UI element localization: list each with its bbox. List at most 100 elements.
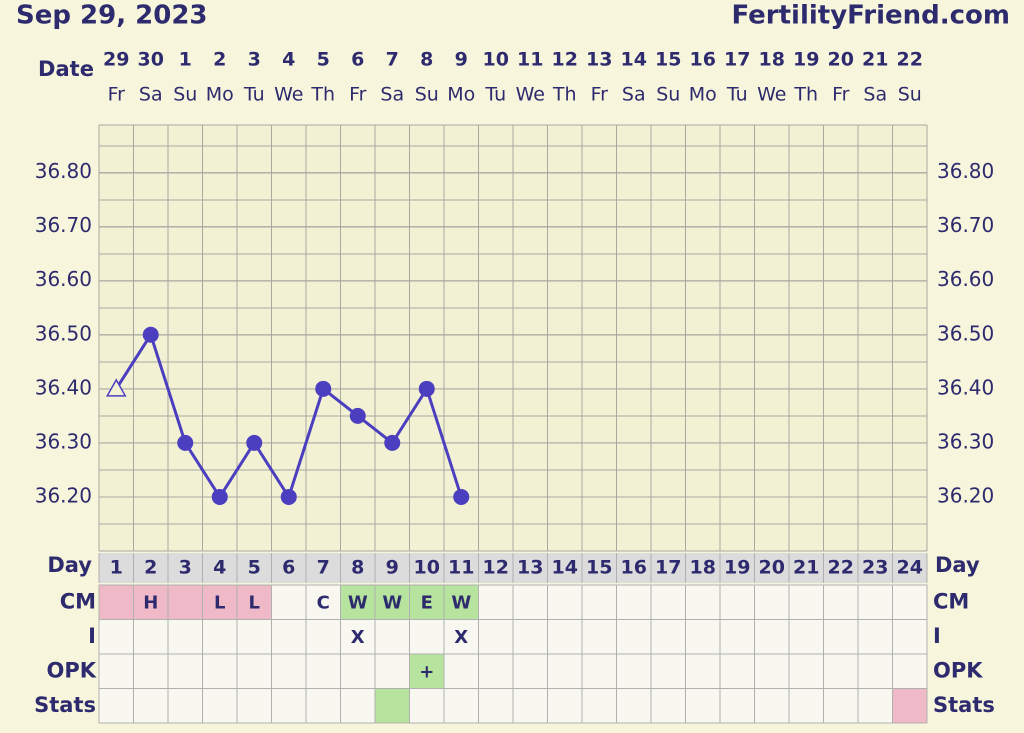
- table-cell: [685, 619, 721, 655]
- day-number: 9: [386, 557, 399, 579]
- table-cell: [167, 653, 203, 689]
- cell-text: X: [454, 627, 468, 648]
- table-cell: [892, 688, 928, 724]
- table-cell: [340, 619, 376, 655]
- table-cell: [788, 688, 824, 724]
- weekday-label: We: [516, 84, 545, 106]
- table-cell: [857, 619, 893, 655]
- day-number: 22: [828, 557, 854, 579]
- weekday-label: Fr: [108, 84, 126, 106]
- table-cell: [857, 584, 893, 620]
- weekday-label: Mo: [206, 84, 234, 106]
- table-cell: [685, 653, 721, 689]
- y-tick-label: 36.60: [35, 267, 92, 291]
- table-cell: [616, 653, 652, 689]
- table-cell: [236, 584, 272, 620]
- weekday-label: Sa: [622, 84, 646, 106]
- table-cell: [581, 688, 617, 724]
- table-cell: [340, 584, 376, 620]
- table-cell: [581, 653, 617, 689]
- table-cell: [512, 653, 548, 689]
- table-cell: [236, 653, 272, 689]
- weekday-label: Mo: [689, 84, 717, 106]
- date-label: 29: [103, 49, 129, 71]
- y2-tick-label: 36.50: [937, 321, 994, 345]
- chart-date: Sep 29, 2023: [16, 1, 208, 31]
- day-number: 6: [282, 557, 295, 579]
- date-label: 20: [828, 49, 854, 71]
- table-cell: [512, 688, 548, 724]
- table-cell: [271, 688, 307, 724]
- day-number: 24: [897, 557, 923, 579]
- date-label: 9: [455, 49, 468, 71]
- date-label: 2: [213, 49, 226, 71]
- table-cell: [340, 653, 376, 689]
- brand: FertilityFriend.com: [731, 1, 1010, 31]
- table-cell: [547, 688, 583, 724]
- weekday-label: Sa: [139, 84, 163, 106]
- date-label: 4: [282, 49, 295, 71]
- table-cell: [616, 584, 652, 620]
- date-label: 14: [621, 49, 647, 71]
- y-tick-label: 36.40: [35, 375, 92, 399]
- y2-tick-label: 36.20: [937, 483, 994, 507]
- day-number: 17: [655, 557, 681, 579]
- weekday-label: Sa: [380, 84, 404, 106]
- date-label: 6: [351, 49, 364, 71]
- day-number: 21: [793, 557, 819, 579]
- table-cell: [547, 653, 583, 689]
- date-label: 12: [552, 49, 578, 71]
- table-cell: [616, 688, 652, 724]
- table-cell: [719, 653, 755, 689]
- day-label-right: Day: [935, 553, 980, 577]
- row-label: Stats: [34, 693, 96, 717]
- table-cell: [616, 619, 652, 655]
- weekday-label: Mo: [447, 84, 475, 106]
- y-tick-label: 36.50: [35, 321, 92, 345]
- table-cell: [512, 584, 548, 620]
- table-cell: [478, 619, 514, 655]
- y-tick-label: 36.70: [35, 213, 92, 237]
- table-cell: [650, 584, 686, 620]
- date-label: 13: [586, 49, 612, 71]
- weekday-label: Th: [793, 84, 818, 106]
- temperature-marker: [105, 378, 127, 397]
- temperature-marker: [384, 434, 401, 451]
- table-cell: [409, 688, 445, 724]
- table-cell: [167, 619, 203, 655]
- row-label-right: I: [933, 624, 941, 648]
- weekday-label: We: [757, 84, 786, 106]
- date-label: 16: [690, 49, 716, 71]
- table-cell: [788, 584, 824, 620]
- y2-tick-label: 36.80: [937, 159, 994, 183]
- temperature-marker: [453, 488, 470, 505]
- cell-text: W: [451, 592, 471, 613]
- table-cell: [409, 584, 445, 620]
- table-cell: [236, 619, 272, 655]
- temperature-marker: [246, 434, 263, 451]
- day-number: 18: [690, 557, 716, 579]
- table-cell: [788, 653, 824, 689]
- weekday-label: Th: [552, 84, 577, 106]
- table-cell: [547, 619, 583, 655]
- table-cell: [409, 653, 445, 689]
- table-cell: [719, 584, 755, 620]
- table-cell: [478, 584, 514, 620]
- table-cell: [754, 619, 790, 655]
- date-label: 17: [724, 49, 750, 71]
- table-cell: [98, 688, 134, 724]
- table-cell: [374, 584, 410, 620]
- table-cell: [857, 653, 893, 689]
- table-cell: [650, 688, 686, 724]
- weekday-label: Sa: [863, 84, 887, 106]
- date-label: 21: [862, 49, 888, 71]
- cell-text: X: [351, 627, 365, 648]
- date-label: 15: [655, 49, 681, 71]
- row-label: I: [88, 624, 96, 648]
- table-cell: [167, 688, 203, 724]
- weekday-label: Fr: [832, 84, 850, 106]
- temperature-marker: [280, 488, 297, 505]
- table-cell: [98, 619, 134, 655]
- date-label: 18: [759, 49, 785, 71]
